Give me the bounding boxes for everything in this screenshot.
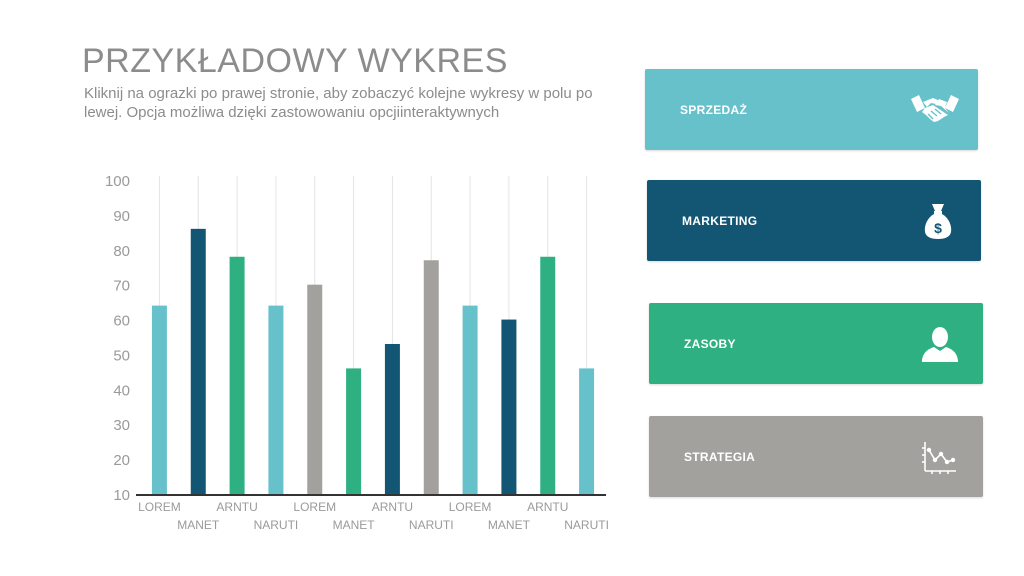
chart-bar <box>501 319 517 494</box>
chart-bar <box>346 368 362 494</box>
chart-bar <box>384 343 400 494</box>
money-bag-icon: $ <box>913 201 963 241</box>
marketing-card-label: MARKETING <box>682 213 758 228</box>
x-category-label: MANET <box>177 518 220 532</box>
page-title: PRZYKŁADOWY WYKRES <box>82 42 508 80</box>
chart-bar <box>268 305 284 494</box>
resources-card-label: ZASOBY <box>684 336 736 351</box>
x-category-label: MANET <box>333 518 376 532</box>
y-tick-label: 10 <box>113 487 130 504</box>
y-tick-label: 90 <box>113 208 130 225</box>
person-icon <box>915 324 965 364</box>
strategy-card-button[interactable]: STRATEGIA <box>649 416 983 497</box>
x-category-label: ARNTU <box>527 500 568 514</box>
x-category-label: NARUTI <box>254 518 299 532</box>
y-tick-label: 30 <box>113 417 130 434</box>
x-category-label: LOREM <box>138 500 181 514</box>
chart-bar <box>579 368 595 494</box>
y-tick-label: 100 <box>105 173 130 190</box>
sales-card-button[interactable]: SPRZEDAŻ <box>645 69 978 150</box>
bar-chart: 100 90 80 70 60 50 40 30 20 10 LOREM MANET ARNTU NARU… <box>105 173 609 532</box>
chart-bar <box>151 305 167 494</box>
handshake-icon <box>910 90 960 130</box>
chart-bar <box>540 256 556 494</box>
chart-bar <box>462 305 478 494</box>
x-category-label: ARNTU <box>372 500 413 514</box>
x-category-label: NARUTI <box>564 518 609 532</box>
x-category-label: ARNTU <box>216 500 257 514</box>
line-chart-icon <box>915 437 965 477</box>
y-tick-label: 60 <box>113 313 130 330</box>
resources-card-button[interactable]: ZASOBY <box>649 303 983 384</box>
y-tick-label: 20 <box>113 452 130 469</box>
marketing-card-button[interactable]: MARKETING $ <box>647 180 981 261</box>
sales-card-label: SPRZEDAŻ <box>680 102 748 117</box>
page-subtitle: Kliknij na ograzki po prawej stronie, ab… <box>84 85 593 121</box>
chart-bar <box>307 284 323 494</box>
strategy-card-label: STRATEGIA <box>684 449 756 464</box>
svg-text:$: $ <box>934 220 942 236</box>
x-category-label: MANET <box>488 518 531 532</box>
x-category-label: LOREM <box>293 500 336 514</box>
x-category-label: LOREM <box>449 500 492 514</box>
chart-bar <box>423 260 439 494</box>
x-category-label: NARUTI <box>409 518 454 532</box>
y-tick-label: 70 <box>113 278 130 295</box>
y-tick-label: 80 <box>113 243 130 260</box>
y-tick-label: 50 <box>113 347 130 364</box>
chart-bar <box>229 256 245 494</box>
y-tick-label: 40 <box>113 382 130 399</box>
chart-bar <box>190 228 206 494</box>
